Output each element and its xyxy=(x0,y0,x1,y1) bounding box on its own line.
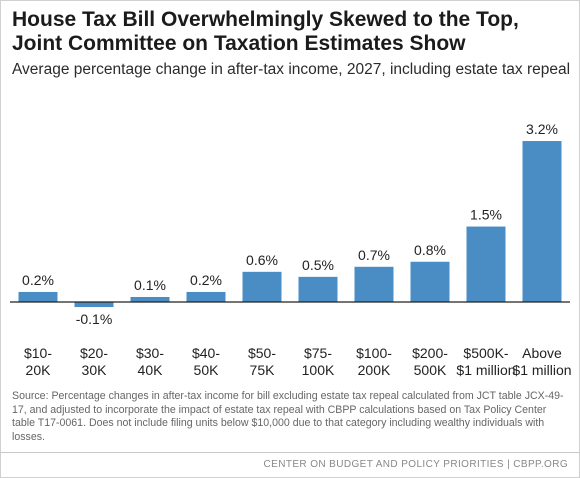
bar xyxy=(354,266,394,302)
category-label: $100- xyxy=(356,345,392,361)
data-label: 0.7% xyxy=(358,247,390,263)
bar xyxy=(242,271,282,302)
category-label: 100K xyxy=(302,362,335,378)
category-label: $10- xyxy=(24,345,52,361)
category-label: 500K xyxy=(414,362,447,378)
category-label: 20K xyxy=(26,362,52,378)
bar xyxy=(74,302,114,308)
category-label: Above xyxy=(522,345,562,361)
category-label: $75- xyxy=(304,345,332,361)
bar xyxy=(410,261,450,302)
category-label: 50K xyxy=(194,362,220,378)
source-note: Source: Percentage changes in after-tax … xyxy=(12,390,564,443)
data-label: 0.5% xyxy=(302,257,334,273)
bar xyxy=(522,141,562,302)
category-label: $50- xyxy=(248,345,276,361)
category-label: 200K xyxy=(358,362,391,378)
category-label: $1 million xyxy=(456,362,515,378)
data-label: 3.2% xyxy=(526,121,558,137)
category-label: $1 million xyxy=(512,362,571,378)
data-label: 0.2% xyxy=(190,272,222,288)
bar-chart: 0.2% $10-20K -0.1% $20-30K 0.1% $30-40K 0.2% $4… xyxy=(10,121,572,378)
chart-subtitle: Average percentage change in after-tax i… xyxy=(12,61,571,78)
chart-title: House Tax Bill Overwhelmingly Skewed to … xyxy=(12,8,519,55)
data-label: 0.1% xyxy=(134,277,166,293)
category-label: $30- xyxy=(136,345,164,361)
category-label: 30K xyxy=(82,362,108,378)
data-label: -0.1% xyxy=(76,311,113,327)
bar xyxy=(298,276,338,302)
data-label: 0.6% xyxy=(246,252,278,268)
category-label: 75K xyxy=(250,362,276,378)
data-label: 0.2% xyxy=(22,272,54,288)
data-label: 1.5% xyxy=(470,207,502,223)
footer-divider xyxy=(0,452,580,453)
bar xyxy=(186,291,226,302)
bar xyxy=(466,226,506,302)
category-label: $500K- xyxy=(463,345,508,361)
bar xyxy=(130,296,170,302)
category-label: $200- xyxy=(412,345,448,361)
category-label: $20- xyxy=(80,345,108,361)
category-label: $40- xyxy=(192,345,220,361)
bar xyxy=(18,291,58,302)
footer-credit: CENTER ON BUDGET AND POLICY PRIORITIES |… xyxy=(263,459,568,470)
category-label: 40K xyxy=(138,362,164,378)
data-label: 0.8% xyxy=(414,242,446,258)
